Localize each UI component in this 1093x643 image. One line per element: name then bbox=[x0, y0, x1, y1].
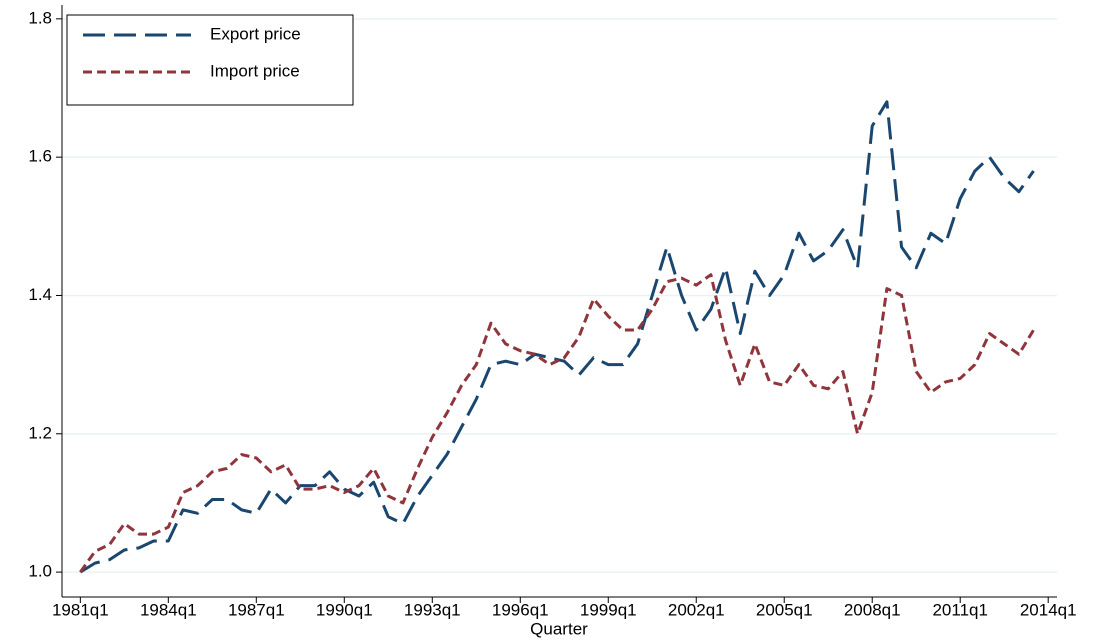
x-tick-label: 1993q1 bbox=[404, 600, 461, 619]
x-tick-label: 1999q1 bbox=[580, 600, 637, 619]
y-tick-label: 1.2 bbox=[28, 423, 52, 442]
legend: Export price Import price bbox=[66, 14, 354, 106]
legend-label: Export price bbox=[210, 24, 301, 43]
x-tick-label: 2014q1 bbox=[1020, 600, 1077, 619]
x-axis-title: Quarter bbox=[530, 619, 588, 638]
series-line bbox=[79, 273, 1035, 573]
y-tick-label: 1.4 bbox=[28, 285, 52, 304]
legend-label: Import price bbox=[210, 61, 300, 80]
y-tick-label: 1.8 bbox=[28, 8, 52, 27]
x-tick-label: 1987q1 bbox=[228, 600, 285, 619]
x-tick-label: 2008q1 bbox=[844, 600, 901, 619]
x-tick-label: 1984q1 bbox=[140, 600, 197, 619]
x-tick-label: 1990q1 bbox=[316, 600, 373, 619]
x-tick-label: 2002q1 bbox=[668, 600, 725, 619]
x-tick-label: 2011q1 bbox=[932, 600, 987, 619]
legend-box bbox=[66, 14, 354, 106]
y-tick-label: 1.0 bbox=[28, 562, 52, 581]
x-tick-label: 1981q1 bbox=[52, 600, 109, 619]
series-line bbox=[79, 100, 1035, 574]
x-tick-label: 2005q1 bbox=[756, 600, 813, 619]
y-tick-label: 1.6 bbox=[28, 147, 52, 166]
x-tick-label: 1996q1 bbox=[492, 600, 549, 619]
